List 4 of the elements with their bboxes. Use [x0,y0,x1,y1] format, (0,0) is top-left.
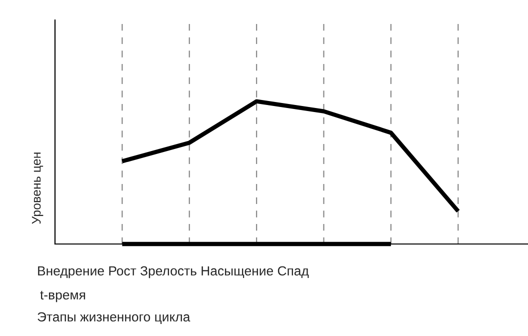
text: Внедрение Рост Зрелость Насыщение Спад [38,266,309,278]
x-axis-title: t-время [40,290,86,302]
y-axis-title: Уровень цен [32,152,44,224]
text: Этапы жизненного цикла [38,312,190,324]
